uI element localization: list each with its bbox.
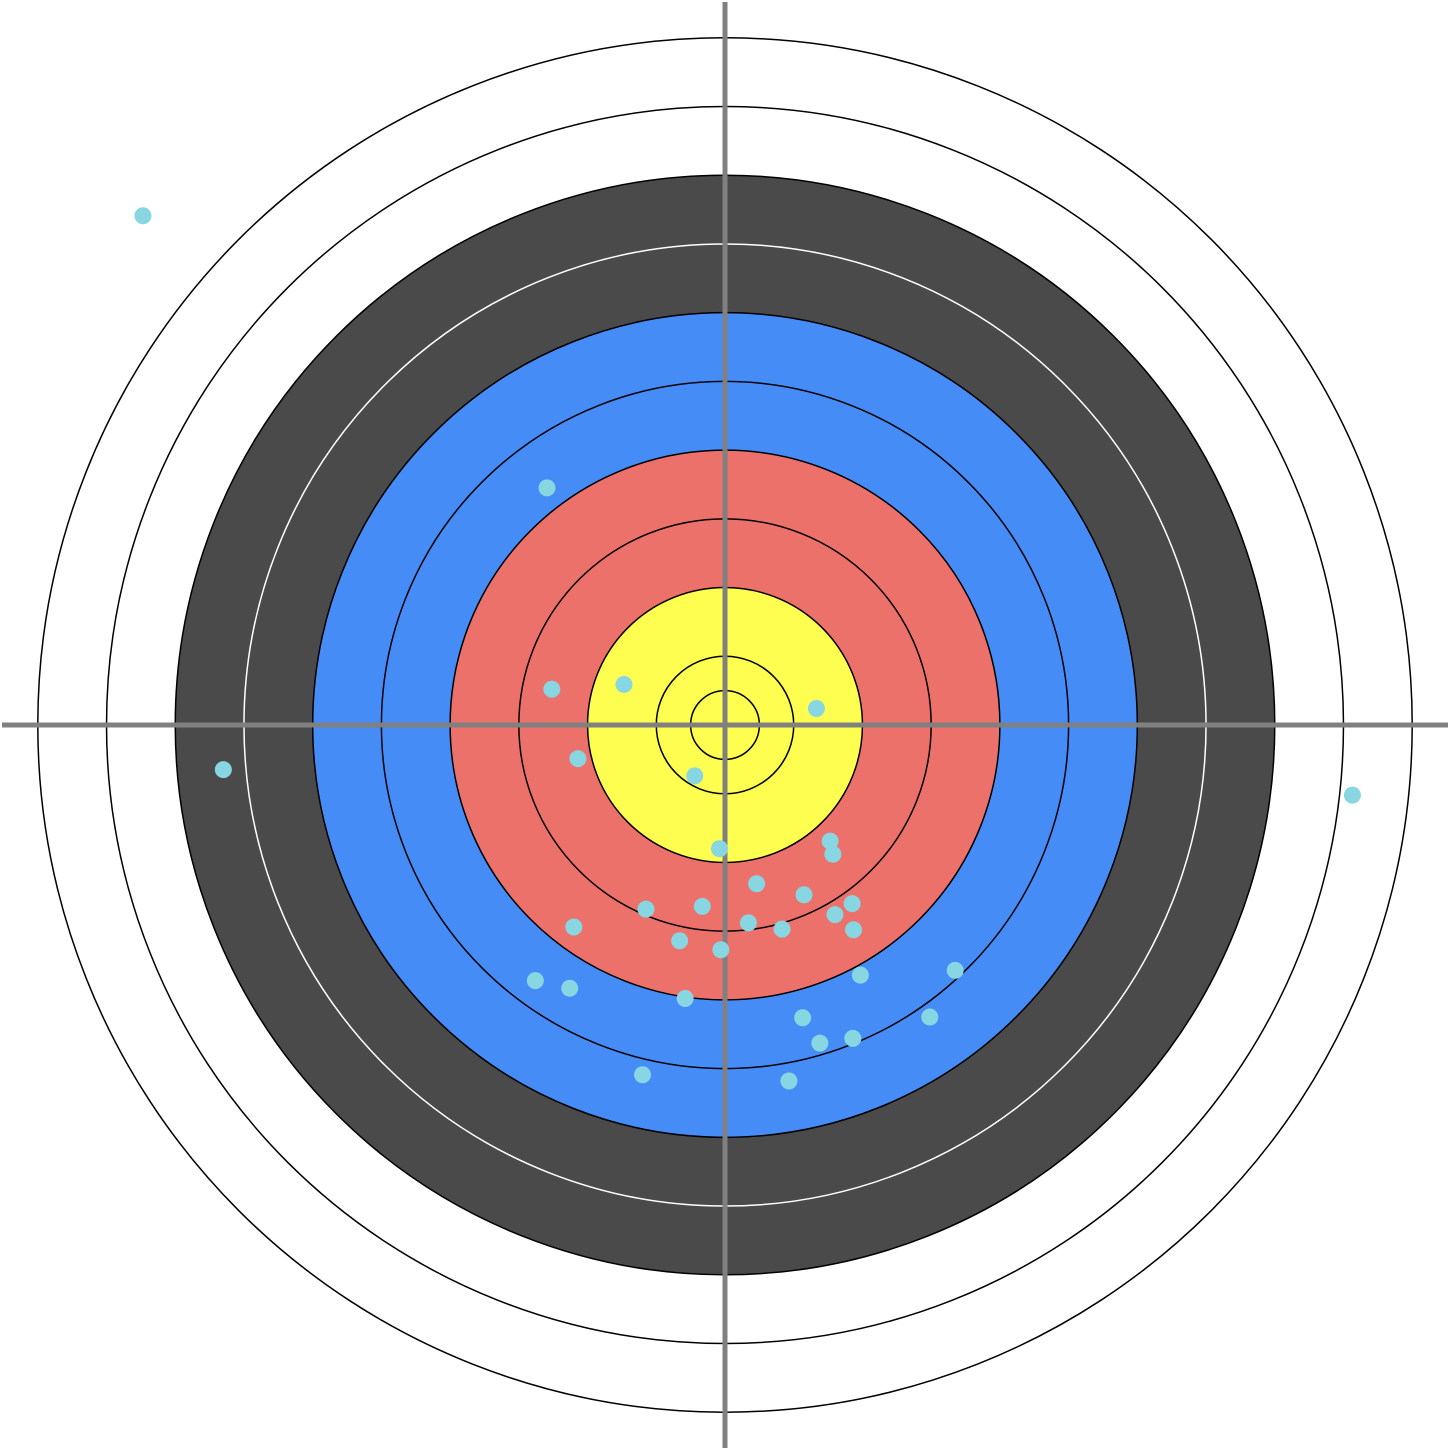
hit-point-26 xyxy=(946,961,964,979)
hit-point-2 xyxy=(538,479,556,497)
hit-point-32 xyxy=(811,1034,829,1052)
hit-point-5 xyxy=(807,700,825,718)
hit-point-29 xyxy=(676,990,694,1008)
hit-point-14 xyxy=(795,886,813,904)
hit-point-27 xyxy=(526,972,544,990)
hit-point-25 xyxy=(851,966,869,984)
hit-point-28 xyxy=(561,979,579,997)
hit-point-4 xyxy=(615,675,633,693)
hit-point-24 xyxy=(712,941,730,959)
hit-point-10 xyxy=(821,832,839,850)
hit-point-16 xyxy=(693,897,711,915)
hit-point-6 xyxy=(569,750,587,768)
hit-point-33 xyxy=(844,1029,862,1047)
hit-point-1 xyxy=(134,207,152,225)
hit-point-34 xyxy=(634,1066,652,1084)
hit-point-7 xyxy=(214,761,232,779)
hit-point-20 xyxy=(773,920,791,938)
hit-point-19 xyxy=(739,914,757,932)
hit-point-13 xyxy=(748,875,766,893)
hit-point-22 xyxy=(565,918,583,936)
hit-point-11 xyxy=(824,845,842,863)
hit-point-8 xyxy=(686,767,704,785)
hit-point-9 xyxy=(1343,786,1361,804)
hit-point-21 xyxy=(845,921,863,939)
hit-point-17 xyxy=(637,900,655,918)
hit-point-31 xyxy=(921,1008,939,1026)
hit-markers xyxy=(134,207,1361,1090)
hit-point-30 xyxy=(794,1009,812,1027)
hit-point-3 xyxy=(543,680,561,698)
hit-point-15 xyxy=(843,895,861,913)
hit-point-18 xyxy=(826,906,844,924)
hit-point-12 xyxy=(711,840,729,858)
hit-point-35 xyxy=(780,1072,798,1090)
hit-point-23 xyxy=(671,932,689,950)
